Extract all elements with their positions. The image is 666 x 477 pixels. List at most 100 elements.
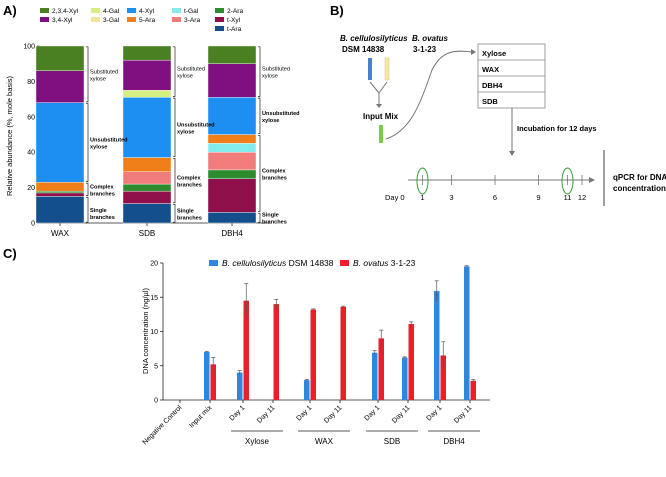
y-tick-label: 10: [150, 329, 158, 336]
data-bar: [372, 352, 378, 400]
data-bar: [243, 300, 249, 400]
panel-c-legend: B. cellulosilyticus DSM 14838 B. ovatus 3…: [209, 258, 416, 268]
stack-segment: [122, 90, 172, 98]
panel-a-bars: [35, 45, 257, 224]
legend-swatch: [209, 260, 218, 266]
stack-segment: [35, 70, 85, 103]
group-bracket: [86, 103, 89, 182]
group-bracket: [258, 97, 261, 135]
legend-label: t-Gal: [184, 8, 199, 15]
legend-label: B. cellulosilyticus DSM 14838: [222, 258, 334, 268]
legend-label: 5-Ara: [139, 17, 155, 24]
merge-arrow: [369, 81, 388, 106]
x-tick-label: Day 11: [453, 404, 473, 424]
legend-label: 4-Xyl: [139, 8, 155, 15]
bracket-label-line1: Substituted: [177, 67, 205, 73]
data-bar: [210, 364, 216, 400]
legend-swatch: [215, 17, 224, 22]
timeline-day-label: 12: [578, 193, 586, 202]
panel-c-label: C): [3, 246, 17, 261]
stack-segment: [35, 45, 85, 71]
stack-segment: [35, 196, 85, 224]
stack-segment: [35, 182, 85, 192]
legend-swatch: [127, 8, 136, 13]
y-tick-label: 40: [27, 150, 35, 157]
tube-strain1: [368, 58, 372, 80]
panel-c-bars: [204, 265, 476, 400]
stack-segment: [207, 45, 257, 64]
stack-segment: [122, 190, 172, 204]
data-bar: [273, 304, 279, 400]
bracket-label-line2: branches: [262, 175, 287, 181]
bracket-label-line2: xylose: [262, 118, 279, 124]
panel-a-label: A): [3, 3, 17, 18]
stack-segment: [122, 157, 172, 172]
substrate-wax: WAX: [482, 65, 499, 74]
stack-segment: [207, 178, 257, 213]
legend-label: t-Xyl: [227, 17, 241, 24]
group-label: SDB: [384, 437, 400, 446]
data-bar: [402, 357, 408, 400]
data-bar: [204, 352, 210, 400]
stack-segment: [122, 203, 172, 224]
bracket-label-line2: xylose: [90, 144, 107, 150]
timeline-day-label: 11: [564, 193, 572, 202]
data-bar: [440, 355, 446, 400]
data-bar: [408, 323, 414, 400]
tube-strain2: [384, 57, 390, 81]
x-tick-label: SDB: [139, 229, 155, 238]
bracket-label-line2: xylose: [177, 129, 194, 135]
data-bar: [464, 266, 470, 400]
panel-a: A) 2,3,4-Xyl 4-Gal 4-Xyl t-Gal 2-Ara 3,4-Xyl 3…: [3, 3, 300, 238]
data-bar: [237, 372, 243, 400]
legend-label: 3-Ara: [184, 17, 200, 24]
merge-arrowhead: [376, 104, 382, 108]
bracket-label-line1: Single: [262, 213, 279, 219]
group-bracket: [86, 182, 89, 196]
y-tick-label: 80: [27, 79, 35, 86]
stack-segment: [35, 190, 85, 194]
stack-segment: [122, 97, 172, 158]
group-bracket: [86, 46, 89, 103]
strain1-name: B. cellulosilyticus: [340, 34, 408, 43]
substrate-sdb: SDB: [482, 97, 498, 106]
group-bracket: [258, 46, 261, 97]
qpcr-line1: qPCR for DNA: [613, 173, 666, 182]
panel-a-legend: 2,3,4-Xyl 4-Gal 4-Xyl t-Gal 2-Ara 3,4-Xyl 3-Ga…: [40, 8, 243, 33]
legend-label-species: B. ovatus: [353, 258, 389, 268]
legend-label-strain: 3-1-23: [388, 258, 415, 268]
input-mix-label: Input Mix: [363, 112, 399, 121]
panel-a-brackets: SubstitutedxyloseUnsubstitutedxyloseComp…: [86, 46, 300, 226]
bracket-label-line1: Complex: [262, 168, 287, 174]
tube-input-mix: [379, 125, 383, 143]
bracket-label-line1: Single: [177, 208, 194, 214]
group-label: Xylose: [245, 437, 270, 446]
x-tick-label: WAX: [51, 229, 70, 238]
curve-arrow: [385, 50, 473, 140]
legend-label: B. ovatus 3-1-23: [353, 258, 416, 268]
bracket-label-line2: branches: [177, 215, 202, 221]
group-label: WAX: [315, 437, 334, 446]
stack-segment: [122, 171, 172, 185]
panel-b: B) B. cellulosilyticus DSM 14838 B. ovat…: [330, 3, 666, 206]
substrate-xylose: Xylose: [482, 49, 506, 58]
legend-swatch: [172, 8, 181, 13]
legend-swatch: [215, 8, 224, 13]
y-tick-label: 0: [31, 221, 35, 228]
data-bar: [340, 306, 346, 400]
substrate-dbh4: DBH4: [482, 81, 503, 90]
legend-swatch: [91, 17, 100, 22]
sampling-day-marker: [416, 167, 429, 195]
legend-swatch: [40, 17, 49, 22]
group-label: DBH4: [443, 437, 465, 446]
x-tick-label: DBH4: [221, 229, 243, 238]
bracket-label-line2: xylose: [177, 74, 193, 80]
bracket-label-line1: Single: [90, 208, 107, 214]
data-bar: [470, 380, 476, 400]
legend-label: t-Ara: [227, 26, 242, 33]
x-tick-label: Day 11: [391, 404, 411, 424]
legend-label-species: B. cellulosilyticus: [222, 258, 287, 268]
bracket-label-line1: Substituted: [262, 67, 290, 73]
y-tick-label: 60: [27, 114, 35, 121]
